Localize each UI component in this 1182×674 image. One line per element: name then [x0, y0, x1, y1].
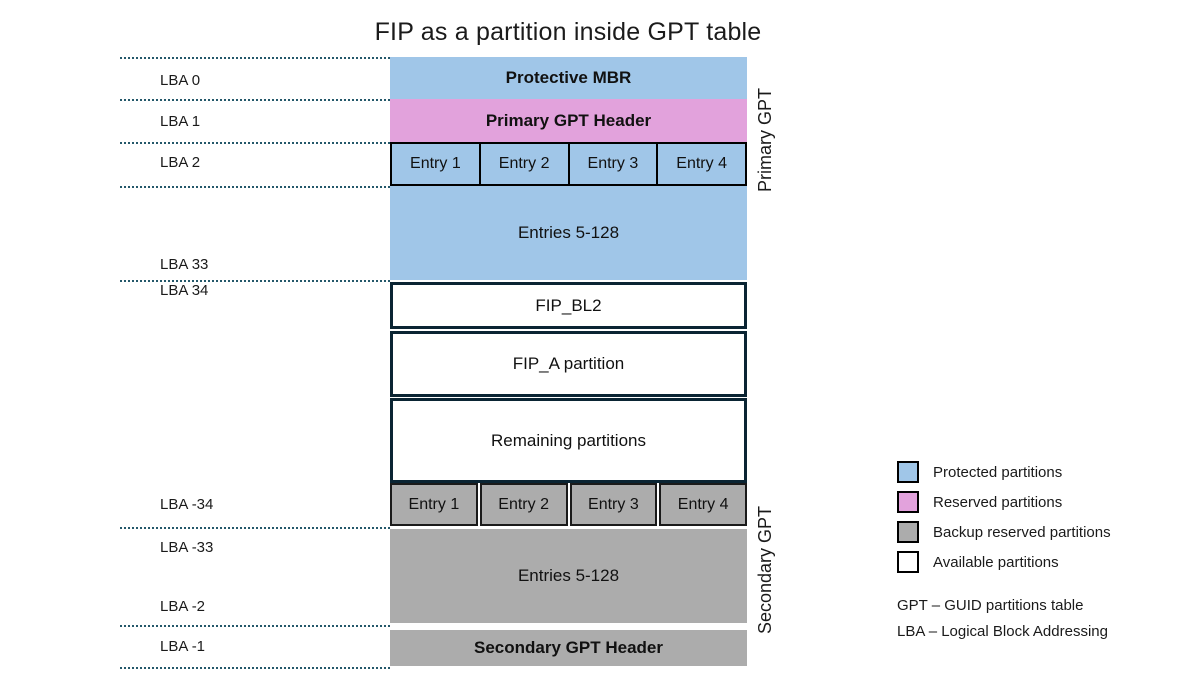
legend-item-protected: Protected partitions	[897, 461, 1111, 483]
block-remaining-partitions: Remaining partitions	[390, 398, 747, 483]
legend-label: Protected partitions	[933, 463, 1063, 481]
secondary-entry-4: Entry 4	[659, 483, 747, 526]
secondary-entry-3: Entry 3	[569, 483, 658, 526]
primary-entry-2: Entry 2	[478, 144, 568, 184]
block-primary-entry-row: Entry 1 Entry 2 Entry 3 Entry 4	[390, 142, 747, 186]
lba-label-34: LBA 34	[160, 282, 209, 299]
primary-entry-4: Entry 4	[656, 144, 745, 184]
block-primary-gpt-header: Primary GPT Header	[390, 99, 747, 142]
lba-label-0: LBA 0	[160, 72, 201, 89]
legend-item-available: Available partitions	[897, 551, 1111, 573]
lba-boundary-line	[120, 57, 390, 59]
lba-boundary-line	[120, 186, 390, 188]
legend-item-backup: Backup reserved partitions	[897, 521, 1111, 543]
primary-gpt-side-label: Primary GPT	[755, 88, 775, 193]
secondary-entry-2: Entry 2	[479, 483, 568, 526]
lba-boundary-line	[120, 625, 390, 627]
lba-boundary-line	[120, 142, 390, 144]
legend-notes: GPT – GUID partitions table LBA – Logica…	[897, 593, 1111, 645]
legend-swatch-protected	[897, 461, 919, 483]
primary-entry-3: Entry 3	[567, 144, 657, 184]
lba-label-33: LBA 33	[160, 256, 209, 273]
lba-label-1: LBA 1	[160, 113, 201, 130]
block-secondary-gpt-header: Secondary GPT Header	[390, 630, 747, 666]
lba-label-2: LBA 2	[160, 154, 201, 171]
legend-note-lba: LBA – Logical Block Addressing	[897, 623, 1108, 640]
legend-label: Backup reserved partitions	[933, 523, 1111, 541]
lba-boundary-line	[120, 527, 390, 529]
lba-boundary-line	[120, 667, 390, 669]
block-primary-entries-5-128: Entries 5-128	[390, 186, 747, 280]
lba-label-neg1: LBA -1	[160, 638, 206, 655]
block-secondary-entry-row: Entry 1 Entry 2 Entry 3 Entry 4	[390, 483, 747, 526]
primary-entry-1: Entry 1	[392, 144, 479, 184]
secondary-entry-1: Entry 1	[390, 483, 478, 526]
block-protective-mbr: Protective MBR	[390, 57, 747, 99]
legend-note-gpt: GPT – GUID partitions table	[897, 597, 1084, 614]
legend: Protected partitions Reserved partitions…	[897, 461, 1111, 645]
legend-swatch-backup	[897, 521, 919, 543]
lba-label-neg2: LBA -2	[160, 598, 206, 615]
legend-swatch-available	[897, 551, 919, 573]
legend-label: Available partitions	[933, 553, 1059, 571]
lba-label-neg34: LBA -34	[160, 496, 214, 513]
block-secondary-entries-5-128: Entries 5-128	[390, 529, 747, 623]
page-title: FIP as a partition inside GPT table	[374, 18, 762, 46]
lba-label-neg33: LBA -33	[160, 539, 214, 556]
legend-label: Reserved partitions	[933, 493, 1063, 511]
legend-item-reserved: Reserved partitions	[897, 491, 1111, 513]
lba-boundary-line	[120, 280, 390, 282]
block-fip-bl2: FIP_BL2	[390, 282, 747, 329]
lba-boundary-line	[120, 99, 390, 101]
block-fip-a-partition: FIP_A partition	[390, 331, 747, 397]
secondary-gpt-side-label: Secondary GPT	[755, 505, 775, 635]
legend-swatch-reserved	[897, 491, 919, 513]
